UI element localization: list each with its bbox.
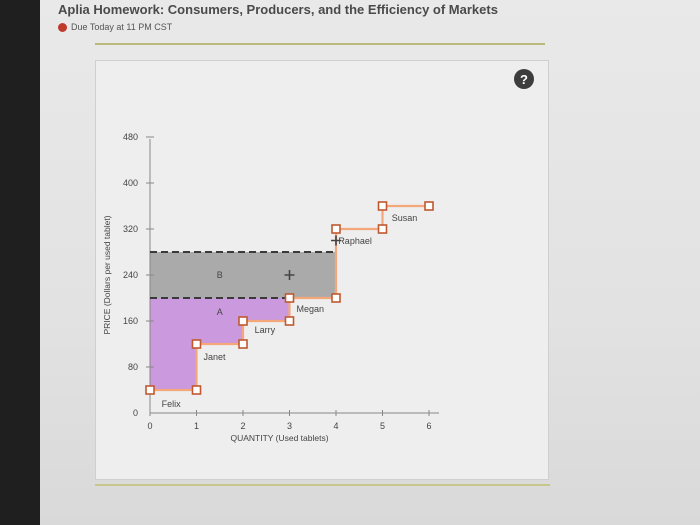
- y-tick-label: 80: [128, 362, 138, 372]
- status-dot-icon: [58, 22, 67, 32]
- seller-label: Janet: [203, 352, 226, 362]
- x-tick-label: 3: [287, 421, 292, 431]
- x-tick-label: 1: [194, 421, 199, 431]
- y-tick-label: 160: [123, 316, 138, 326]
- supply-point[interactable]: [191, 385, 202, 395]
- seller-label: Megan: [296, 304, 324, 314]
- y-axis-label: PRICE (Dollars per used tablet): [102, 215, 112, 334]
- page-title: Aplia Homework: Consumers, Producers, an…: [58, 2, 498, 17]
- area-label-a: A: [217, 307, 223, 317]
- x-tick-label: 4: [333, 421, 338, 431]
- y-tick-label: 400: [123, 178, 138, 188]
- supply-point[interactable]: [284, 293, 295, 303]
- supply-point[interactable]: [424, 201, 434, 211]
- help-icon[interactable]: ?: [514, 69, 534, 89]
- divider: [95, 43, 545, 45]
- supply-point[interactable]: [145, 385, 155, 395]
- supply-point[interactable]: [377, 224, 388, 234]
- y-tick-label: 480: [123, 132, 138, 142]
- y-tick-label: 240: [123, 270, 138, 280]
- x-axis-label: QUANTITY (Used tablets): [230, 433, 328, 443]
- supply-point[interactable]: [191, 339, 202, 349]
- x-tick-label: 5: [380, 421, 385, 431]
- due-date: Due Today at 11 PM CST: [58, 22, 172, 32]
- seller-label: Raphael: [338, 236, 372, 246]
- supply-point[interactable]: [331, 293, 341, 303]
- plus-marker-icon[interactable]: [331, 235, 341, 246]
- supply-point[interactable]: [238, 316, 248, 326]
- x-tick-label: 0: [147, 421, 152, 431]
- surplus-area-b: [150, 252, 336, 298]
- seller-label: Susan: [392, 213, 418, 223]
- supply-point[interactable]: [284, 316, 295, 326]
- x-tick-label: 2: [240, 421, 245, 431]
- x-tick-label: 6: [426, 421, 431, 431]
- seller-label: Felix: [162, 399, 182, 409]
- plus-marker-icon[interactable]: [284, 270, 295, 280]
- area-label-b: B: [217, 270, 223, 280]
- due-text: Due Today at 11 PM CST: [71, 22, 173, 32]
- y-tick-label: 320: [123, 224, 138, 234]
- y-tick-label: 0: [133, 408, 138, 418]
- seller-label: Larry: [255, 325, 276, 335]
- supply-point[interactable]: [331, 224, 341, 234]
- supply-point[interactable]: [377, 201, 388, 211]
- supply-point[interactable]: [238, 339, 248, 349]
- divider-bottom: [95, 484, 550, 486]
